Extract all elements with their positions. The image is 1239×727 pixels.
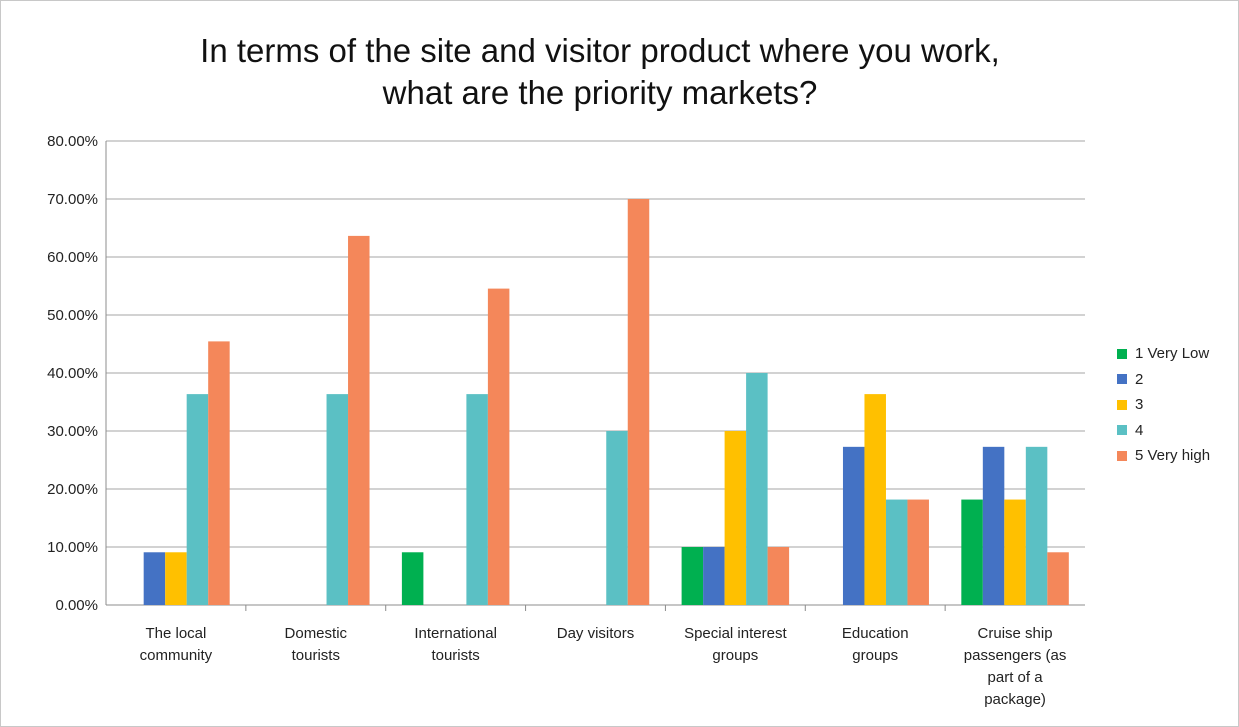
legend-item: 1 Very Low bbox=[1117, 341, 1210, 367]
bar bbox=[767, 547, 790, 605]
x-category-label: package) bbox=[984, 691, 1046, 708]
y-tick-label: 80.00% bbox=[47, 133, 98, 150]
y-tick-label: 40.00% bbox=[47, 365, 98, 382]
legend-swatch bbox=[1117, 348, 1127, 359]
bar bbox=[864, 394, 886, 605]
bar bbox=[208, 341, 230, 605]
bar bbox=[165, 552, 187, 605]
y-tick-label: 10.00% bbox=[47, 539, 98, 556]
x-category-label: tourists bbox=[431, 647, 479, 664]
bar bbox=[907, 499, 929, 605]
bar bbox=[1004, 499, 1026, 605]
x-category-label: Special interest bbox=[684, 625, 787, 642]
bar bbox=[982, 446, 1005, 605]
bar bbox=[681, 547, 704, 605]
bar bbox=[466, 394, 488, 605]
y-tick-label: 30.00% bbox=[47, 423, 98, 440]
legend-swatch bbox=[1117, 450, 1127, 461]
bar bbox=[842, 446, 865, 605]
y-tick-label: 0.00% bbox=[55, 597, 98, 614]
bar bbox=[885, 499, 908, 605]
x-category-label: tourists bbox=[292, 647, 340, 664]
bar bbox=[1025, 446, 1048, 605]
x-category-label: passengers (as bbox=[964, 647, 1067, 664]
legend-label: 3 bbox=[1135, 396, 1144, 414]
bar bbox=[606, 431, 628, 605]
bar bbox=[703, 547, 725, 605]
legend-label: 4 bbox=[1135, 421, 1144, 439]
chart-title: In terms of the site and visitor product… bbox=[100, 30, 1100, 114]
x-category-label: Domestic bbox=[285, 625, 348, 642]
bar bbox=[961, 499, 983, 605]
legend-item: 3 bbox=[1117, 392, 1210, 418]
legend-item: 5 Very high bbox=[1117, 443, 1210, 469]
x-category-label: groups bbox=[852, 647, 898, 664]
y-tick-label: 50.00% bbox=[47, 307, 98, 324]
x-category-label: Cruise ship bbox=[978, 625, 1053, 642]
bar bbox=[186, 394, 209, 605]
bar bbox=[1047, 552, 1069, 605]
legend-swatch bbox=[1117, 425, 1127, 436]
chart-title-line-1: In terms of the site and visitor product… bbox=[200, 32, 1000, 69]
x-category-label: Day visitors bbox=[557, 625, 635, 642]
y-tick-label: 20.00% bbox=[47, 481, 98, 498]
legend-swatch bbox=[1117, 374, 1127, 385]
bar bbox=[348, 235, 370, 605]
bar bbox=[326, 394, 349, 605]
bar bbox=[724, 431, 747, 605]
x-category-label: The local bbox=[145, 625, 206, 642]
legend-label: 2 bbox=[1135, 370, 1144, 388]
bar bbox=[746, 373, 768, 605]
legend-swatch bbox=[1117, 399, 1127, 410]
x-category-label: community bbox=[140, 647, 213, 664]
legend-label: 5 Very high bbox=[1135, 447, 1211, 465]
x-category-label: International bbox=[414, 625, 497, 642]
y-tick-label: 70.00% bbox=[47, 191, 98, 208]
legend-item: 4 bbox=[1117, 418, 1210, 444]
x-category-label: Education bbox=[842, 625, 909, 642]
bar bbox=[487, 288, 510, 605]
legend-item: 2 bbox=[1117, 367, 1210, 393]
y-tick-label: 60.00% bbox=[47, 249, 98, 266]
chart-legend: 1 Very Low 2 3 4 5 Very high bbox=[1117, 341, 1210, 469]
x-category-label: groups bbox=[712, 647, 758, 664]
chart-title-line-2: what are the priority markets? bbox=[382, 74, 818, 111]
x-category-label: part of a bbox=[988, 669, 1044, 686]
legend-label: 1 Very Low bbox=[1135, 345, 1210, 363]
bar bbox=[627, 199, 650, 605]
bar bbox=[401, 552, 424, 605]
bar bbox=[143, 552, 166, 605]
